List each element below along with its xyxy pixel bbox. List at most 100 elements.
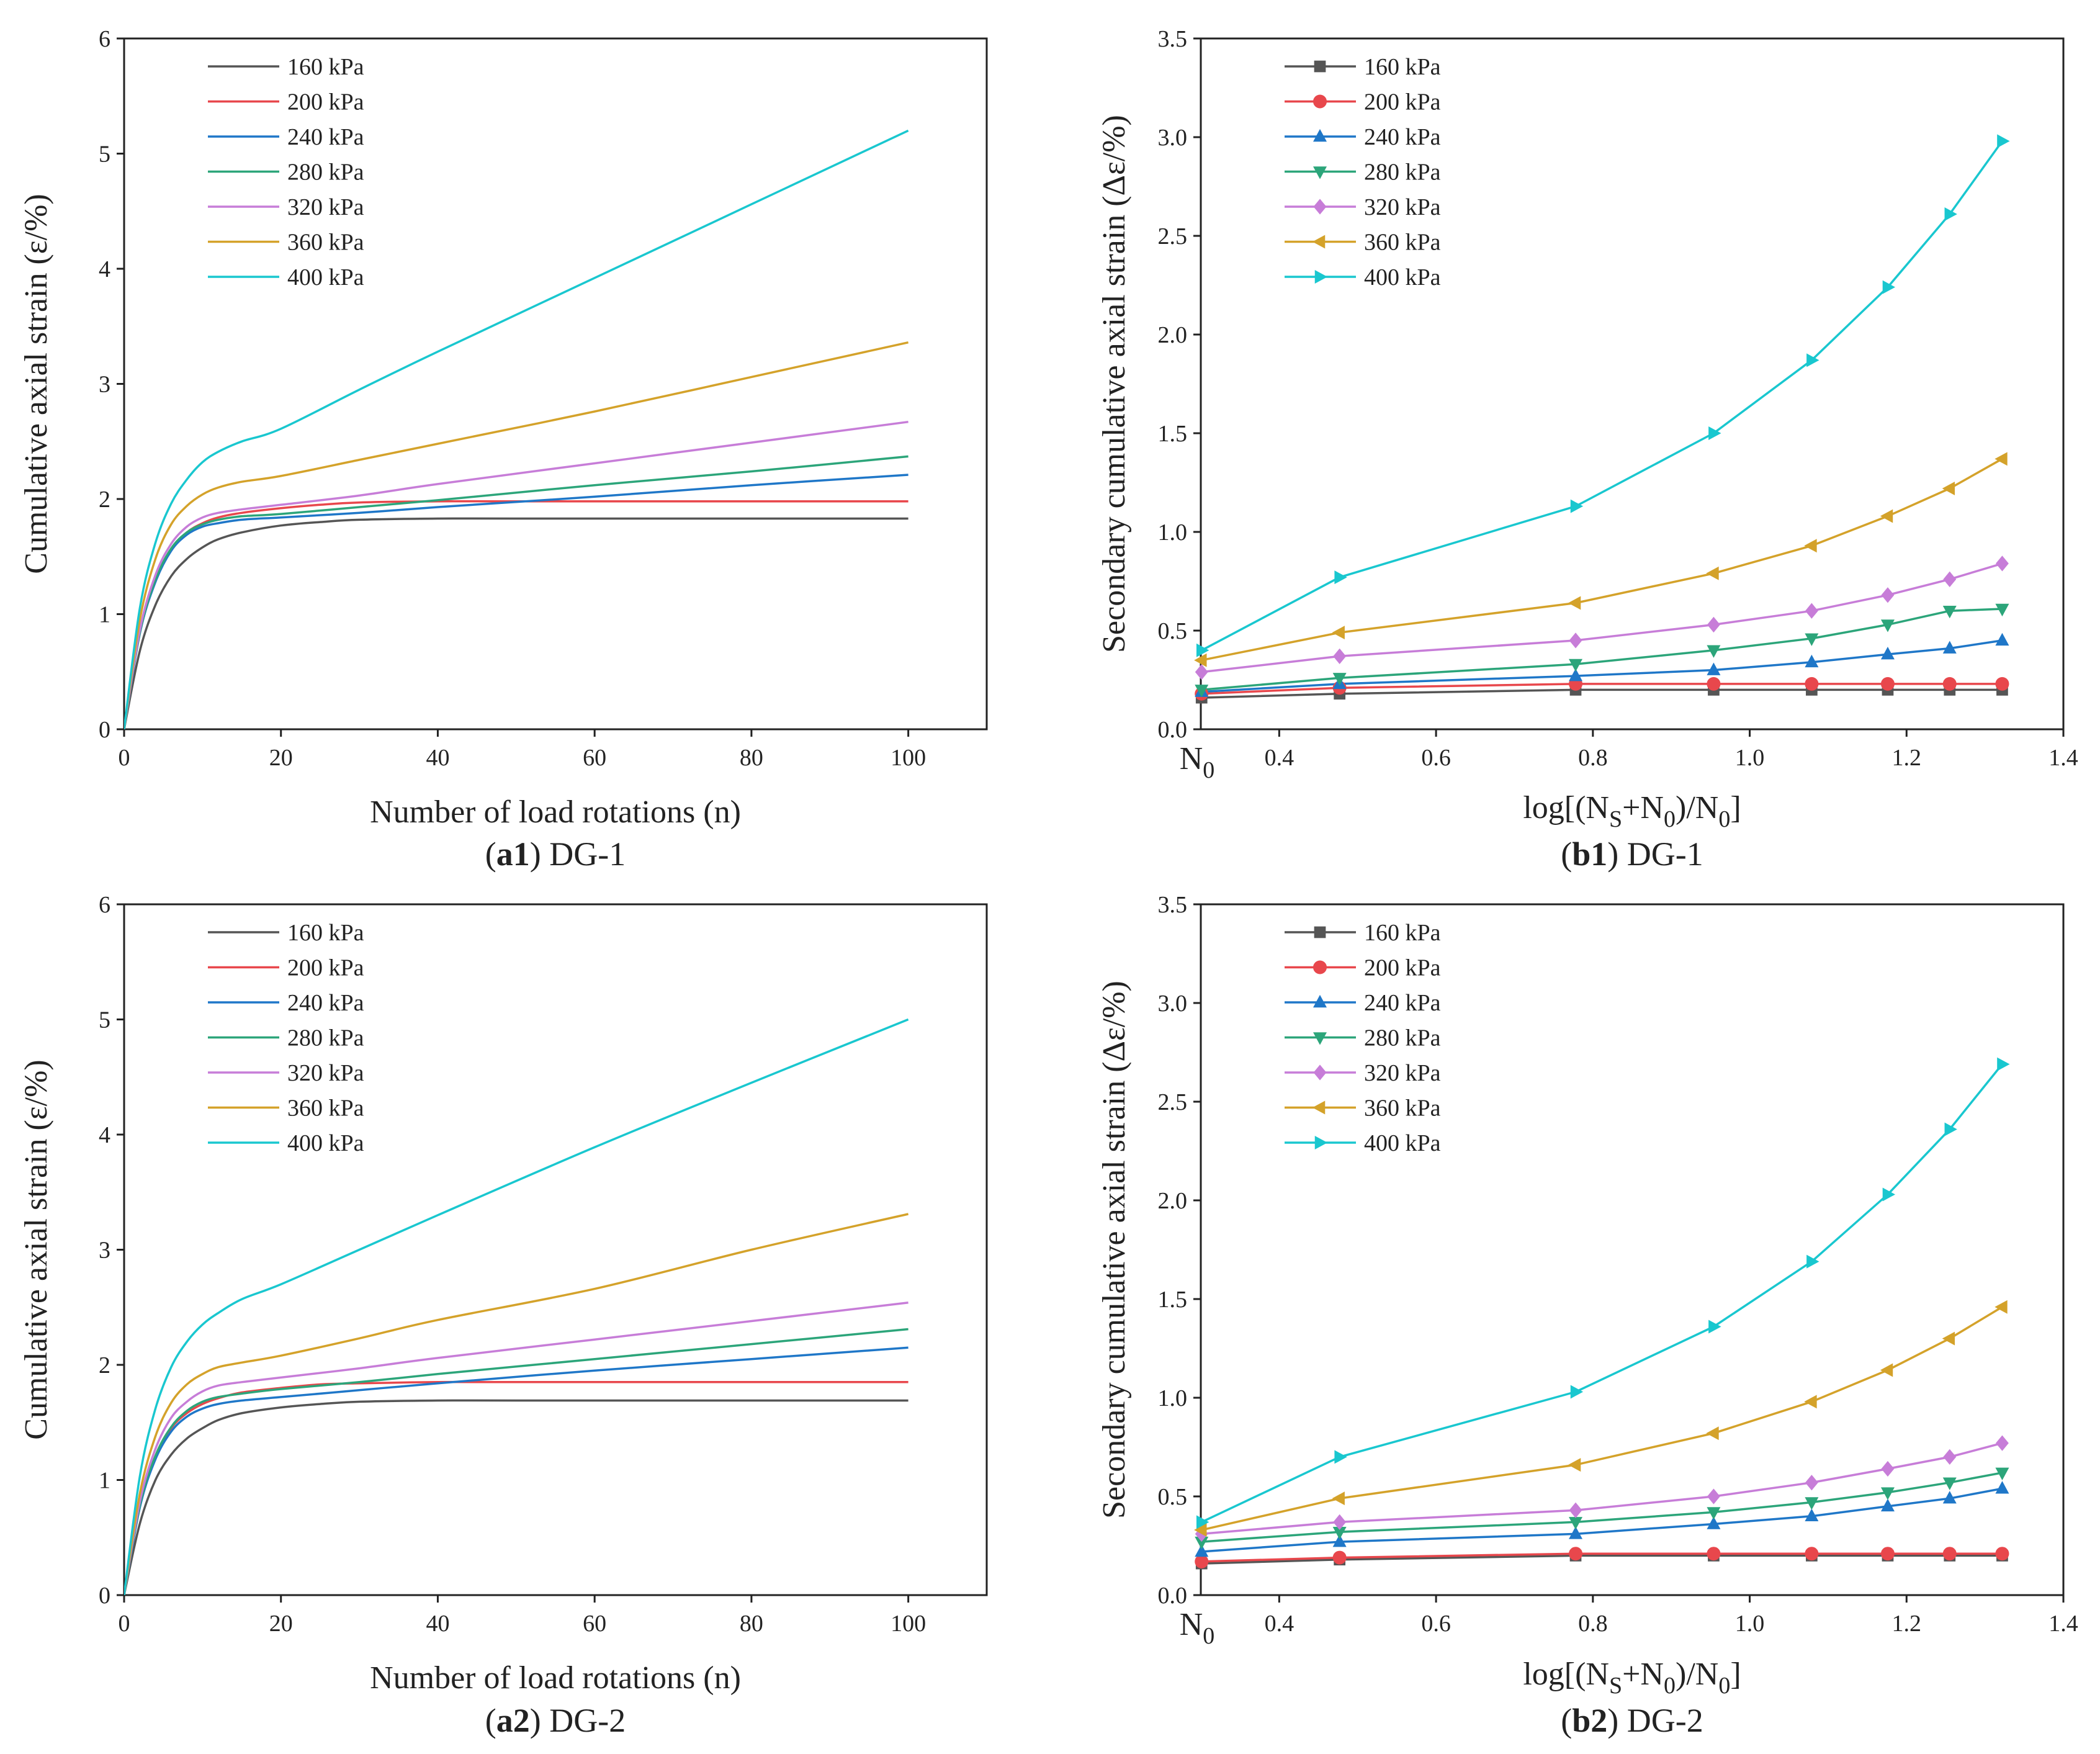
data-point-360-kPa bbox=[1706, 1426, 1719, 1441]
series-line-280-kPa bbox=[124, 1328, 909, 1595]
series-line-320-kPa bbox=[124, 420, 909, 729]
caption-paren: ( bbox=[1561, 1702, 1572, 1739]
data-point-360-kPa bbox=[1332, 626, 1345, 640]
legend-marker bbox=[1314, 60, 1326, 73]
legend-label: 240 kPa bbox=[287, 124, 364, 150]
legend-label: 240 kPa bbox=[287, 990, 364, 1016]
series-line-400-kPa bbox=[1201, 140, 2003, 652]
x-tick-label: 100 bbox=[891, 745, 926, 771]
series-line-320-kPa bbox=[1201, 562, 2003, 673]
data-point-360-kPa bbox=[1194, 1523, 1207, 1537]
x-tick-label: 100 bbox=[891, 1611, 926, 1637]
x-axis-title-subscript: S bbox=[1609, 1673, 1622, 1699]
data-point-200-kPa bbox=[1995, 677, 2009, 691]
data-point-240-kPa bbox=[1569, 668, 1583, 681]
data-point-320-kPa bbox=[1195, 664, 1208, 680]
y-tick-label: 0 bbox=[99, 717, 110, 743]
data-point-320-kPa bbox=[1333, 1514, 1347, 1530]
y-tick-label: 2.5 bbox=[1158, 223, 1188, 250]
x-tick-label: 80 bbox=[740, 1611, 763, 1637]
legend-label: 200 kPa bbox=[1364, 89, 1441, 115]
data-point-320-kPa bbox=[1569, 632, 1582, 649]
chart-b2: 0.4 0.6 0.8 1.0 1.2 1.4 0.0 0.5 1.0 1.5 2.0 2.5 3.0 3… bbox=[1097, 892, 2078, 1739]
data-point-360-kPa bbox=[1942, 1331, 1955, 1346]
legend-marker bbox=[1313, 994, 1327, 1008]
y-tick-label: 0.0 bbox=[1158, 717, 1188, 743]
data-point-400-kPa bbox=[1334, 1450, 1347, 1464]
legend-label: 360 kPa bbox=[1364, 1095, 1441, 1122]
y-tick-label: 4 bbox=[99, 256, 110, 282]
x-tick-label: 0 bbox=[119, 1611, 130, 1637]
data-point-400-kPa bbox=[1708, 426, 1721, 440]
x-tick-label: 60 bbox=[583, 1611, 606, 1637]
series-group bbox=[1201, 1063, 2003, 1565]
series-line-400-kPa bbox=[124, 1018, 909, 1595]
x-axis-title-part: log[(N bbox=[1523, 790, 1609, 825]
y-tick-label: 6 bbox=[99, 892, 110, 918]
data-point-280-kPa bbox=[1332, 1526, 1347, 1540]
data-point-320-kPa bbox=[1943, 571, 1957, 587]
legend-label: 320 kPa bbox=[1364, 194, 1441, 220]
y-tick-label: 3 bbox=[99, 372, 110, 398]
data-point-280-kPa bbox=[1942, 1477, 1957, 1490]
data-point-400-kPa bbox=[1196, 1515, 1209, 1529]
data-point-200-kPa bbox=[1880, 677, 1895, 691]
x-axis-title-part: )/N bbox=[1676, 1657, 1718, 1692]
series-line-400-kPa bbox=[124, 129, 909, 729]
data-point-320-kPa bbox=[1995, 555, 2009, 572]
legend-label: 240 kPa bbox=[1364, 990, 1441, 1016]
y-tick-label: 1 bbox=[99, 1468, 110, 1494]
x-origin-label: N0 bbox=[1180, 741, 1215, 783]
legend-marker bbox=[1312, 235, 1326, 249]
legend-label: 320 kPa bbox=[287, 1060, 364, 1086]
y-tick-label: 3.0 bbox=[1158, 125, 1188, 151]
x-tick-label: 20 bbox=[269, 745, 293, 771]
series-line-160-kPa bbox=[1201, 1554, 2003, 1565]
x-origin-label-base: N bbox=[1180, 741, 1203, 776]
series-group bbox=[124, 129, 909, 729]
x-axis-title: log[(NS+N0)/N0] bbox=[1523, 1657, 1741, 1699]
data-point-200-kPa bbox=[1332, 1550, 1347, 1565]
y-tick-label: 1 bbox=[99, 602, 110, 628]
data-point-400-kPa bbox=[1334, 570, 1347, 585]
caption-text: ) DG-1 bbox=[1607, 835, 1703, 873]
x-axis-title-part: +N bbox=[1622, 790, 1664, 825]
data-point-400-kPa bbox=[1944, 1122, 1957, 1136]
data-point-320-kPa bbox=[1881, 1460, 1895, 1477]
x-tick-label: 60 bbox=[583, 745, 606, 771]
x-tick-label: 40 bbox=[426, 745, 449, 771]
data-point-400-kPa bbox=[1570, 499, 1584, 513]
data-point-400-kPa bbox=[1806, 353, 1820, 367]
data-point-280-kPa bbox=[1195, 1536, 1209, 1550]
data-point-400-kPa bbox=[1882, 280, 1896, 294]
legend-label: 400 kPa bbox=[287, 1130, 364, 1156]
caption-label: b1 bbox=[1572, 835, 1607, 873]
series-line-280-kPa bbox=[124, 455, 909, 729]
series-line-360-kPa bbox=[1201, 457, 2003, 662]
data-point-360-kPa bbox=[1568, 596, 1581, 610]
data-point-320-kPa bbox=[1707, 616, 1720, 633]
series-line-360-kPa bbox=[124, 1213, 909, 1595]
x-axis-title-subscript: 0 bbox=[1664, 806, 1676, 832]
x-tick-label: 0.8 bbox=[1578, 1611, 1608, 1637]
legend-label: 160 kPa bbox=[287, 54, 364, 80]
data-point-280-kPa bbox=[1332, 673, 1347, 686]
data-point-320-kPa bbox=[1995, 1435, 2009, 1451]
data-point-200-kPa bbox=[1880, 1547, 1895, 1561]
data-point-240-kPa bbox=[1569, 1526, 1583, 1539]
legend-marker bbox=[1313, 128, 1327, 142]
y-tick-label: 0.5 bbox=[1158, 1484, 1188, 1510]
data-point-320-kPa bbox=[1805, 1475, 1818, 1491]
x-tick-label: 1.2 bbox=[1892, 1611, 1922, 1637]
legend-marker bbox=[1313, 1064, 1327, 1081]
series-line-320-kPa bbox=[1201, 1442, 2003, 1536]
series-line-280-kPa bbox=[1201, 1472, 2003, 1543]
data-point-400-kPa bbox=[1708, 1320, 1721, 1334]
legend-label: 160 kPa bbox=[287, 920, 364, 946]
y-tick-label: 2 bbox=[99, 1352, 110, 1378]
data-point-400-kPa bbox=[1997, 1057, 2010, 1071]
data-point-280-kPa bbox=[1569, 659, 1583, 672]
data-point-240-kPa bbox=[1942, 641, 1957, 654]
chart-a1: 0 20 40 60 80 100 0 1 2 3 4 5 6 Number of load rotati… bbox=[19, 26, 988, 873]
data-point-360-kPa bbox=[1995, 452, 2008, 466]
